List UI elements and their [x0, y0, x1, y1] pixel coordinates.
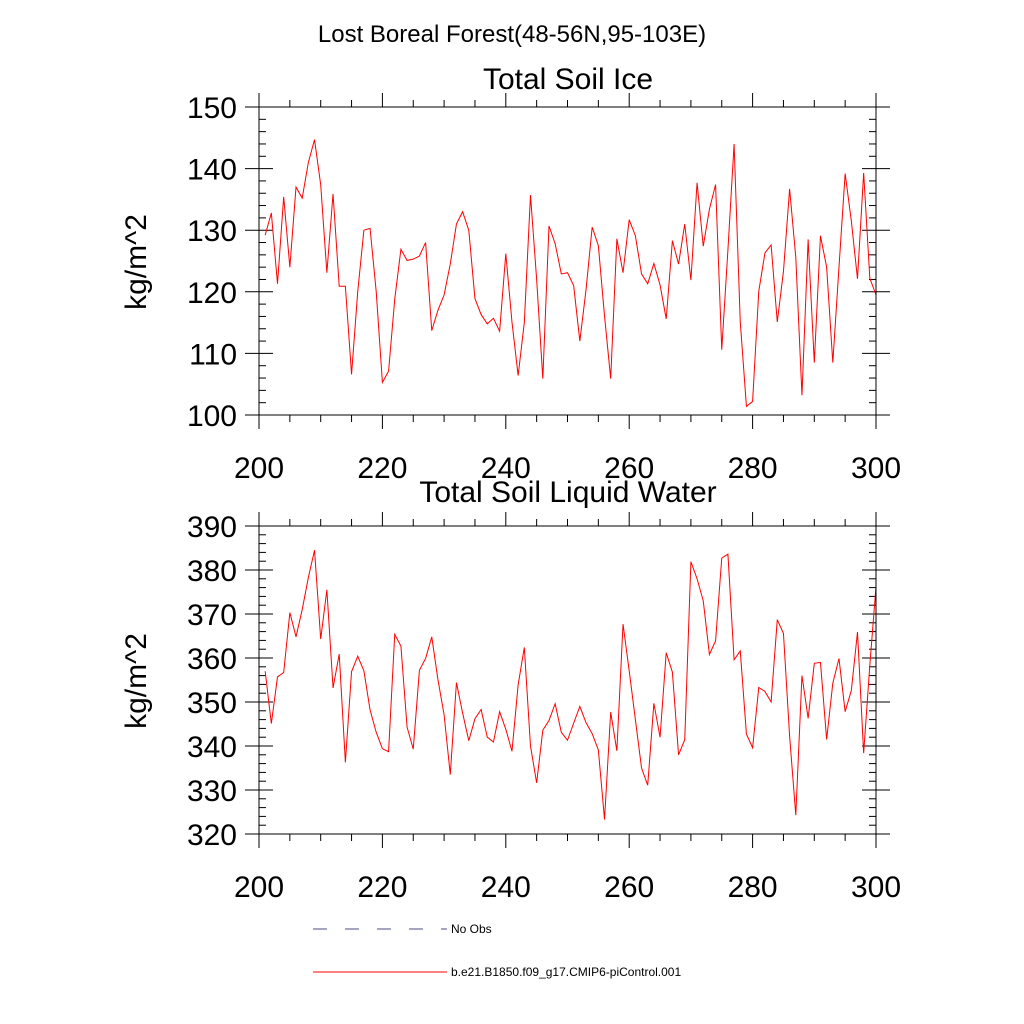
- x-tick-label: 240: [481, 452, 531, 485]
- legend-label-no-obs: No Obs: [451, 922, 492, 936]
- y-tick-label: 120: [187, 277, 237, 310]
- series-line: [264, 139, 877, 408]
- series-line: [264, 550, 877, 820]
- y-tick-label: 140: [187, 154, 237, 187]
- x-tick-label: 300: [851, 871, 901, 904]
- y-tick-label: 370: [187, 599, 237, 632]
- y-tick-label: 110: [189, 338, 237, 371]
- y-tick-label: 150: [187, 92, 237, 125]
- y-tick-label: 360: [187, 643, 237, 676]
- y-axis-label: kg/m^2: [120, 633, 153, 729]
- y-tick-label: 100: [187, 400, 237, 433]
- chart-title: Total Soil Ice: [483, 63, 653, 96]
- plot-frame: [258, 106, 877, 416]
- chart-soil-ice: Total Soil Ice kg/m^2 200 220 240 260 280 300…: [120, 63, 901, 485]
- y-tick-label: 350: [187, 687, 237, 720]
- x-tick-label: 300: [851, 452, 901, 485]
- chart-soil-liquid-water: Total Soil Liquid Water kg/m^2 200 220 240…: [120, 476, 901, 904]
- plot-frame: [258, 525, 877, 835]
- series-layer: [264, 550, 877, 820]
- y-tick-label: 320: [187, 819, 237, 852]
- legend-label-model: b.e21.B1850.f09_g17.CMIP6-piControl.001: [451, 965, 681, 979]
- x-tick-label: 260: [604, 871, 654, 904]
- y-tick-label: 130: [187, 215, 237, 248]
- y-tick-label: 330: [187, 775, 237, 808]
- x-tick-label: 220: [357, 452, 407, 485]
- legend: No Obs b.e21.B1850.f09_g17.CMIP6-piContr…: [313, 922, 681, 979]
- y-tick-label: 340: [187, 731, 237, 764]
- y-axis-label: kg/m^2: [120, 214, 153, 310]
- x-tick-label: 220: [357, 871, 407, 904]
- x-tick-label: 280: [728, 871, 778, 904]
- x-tick-label: 200: [234, 871, 284, 904]
- y-tick-label: 390: [187, 511, 237, 544]
- figure-title: Lost Boreal Forest(48-56N,95-103E): [318, 21, 706, 48]
- axis-ticks: 200 220 240 260 280 300 100 110 120 130 140 150: [187, 92, 901, 485]
- x-tick-label: 280: [728, 452, 778, 485]
- x-tick-label: 240: [481, 871, 531, 904]
- x-tick-label: 260: [604, 452, 654, 485]
- chart-title: Total Soil Liquid Water: [419, 476, 716, 509]
- y-tick-label: 380: [187, 555, 237, 588]
- series-layer: [264, 139, 877, 408]
- x-tick-label: 200: [234, 452, 284, 485]
